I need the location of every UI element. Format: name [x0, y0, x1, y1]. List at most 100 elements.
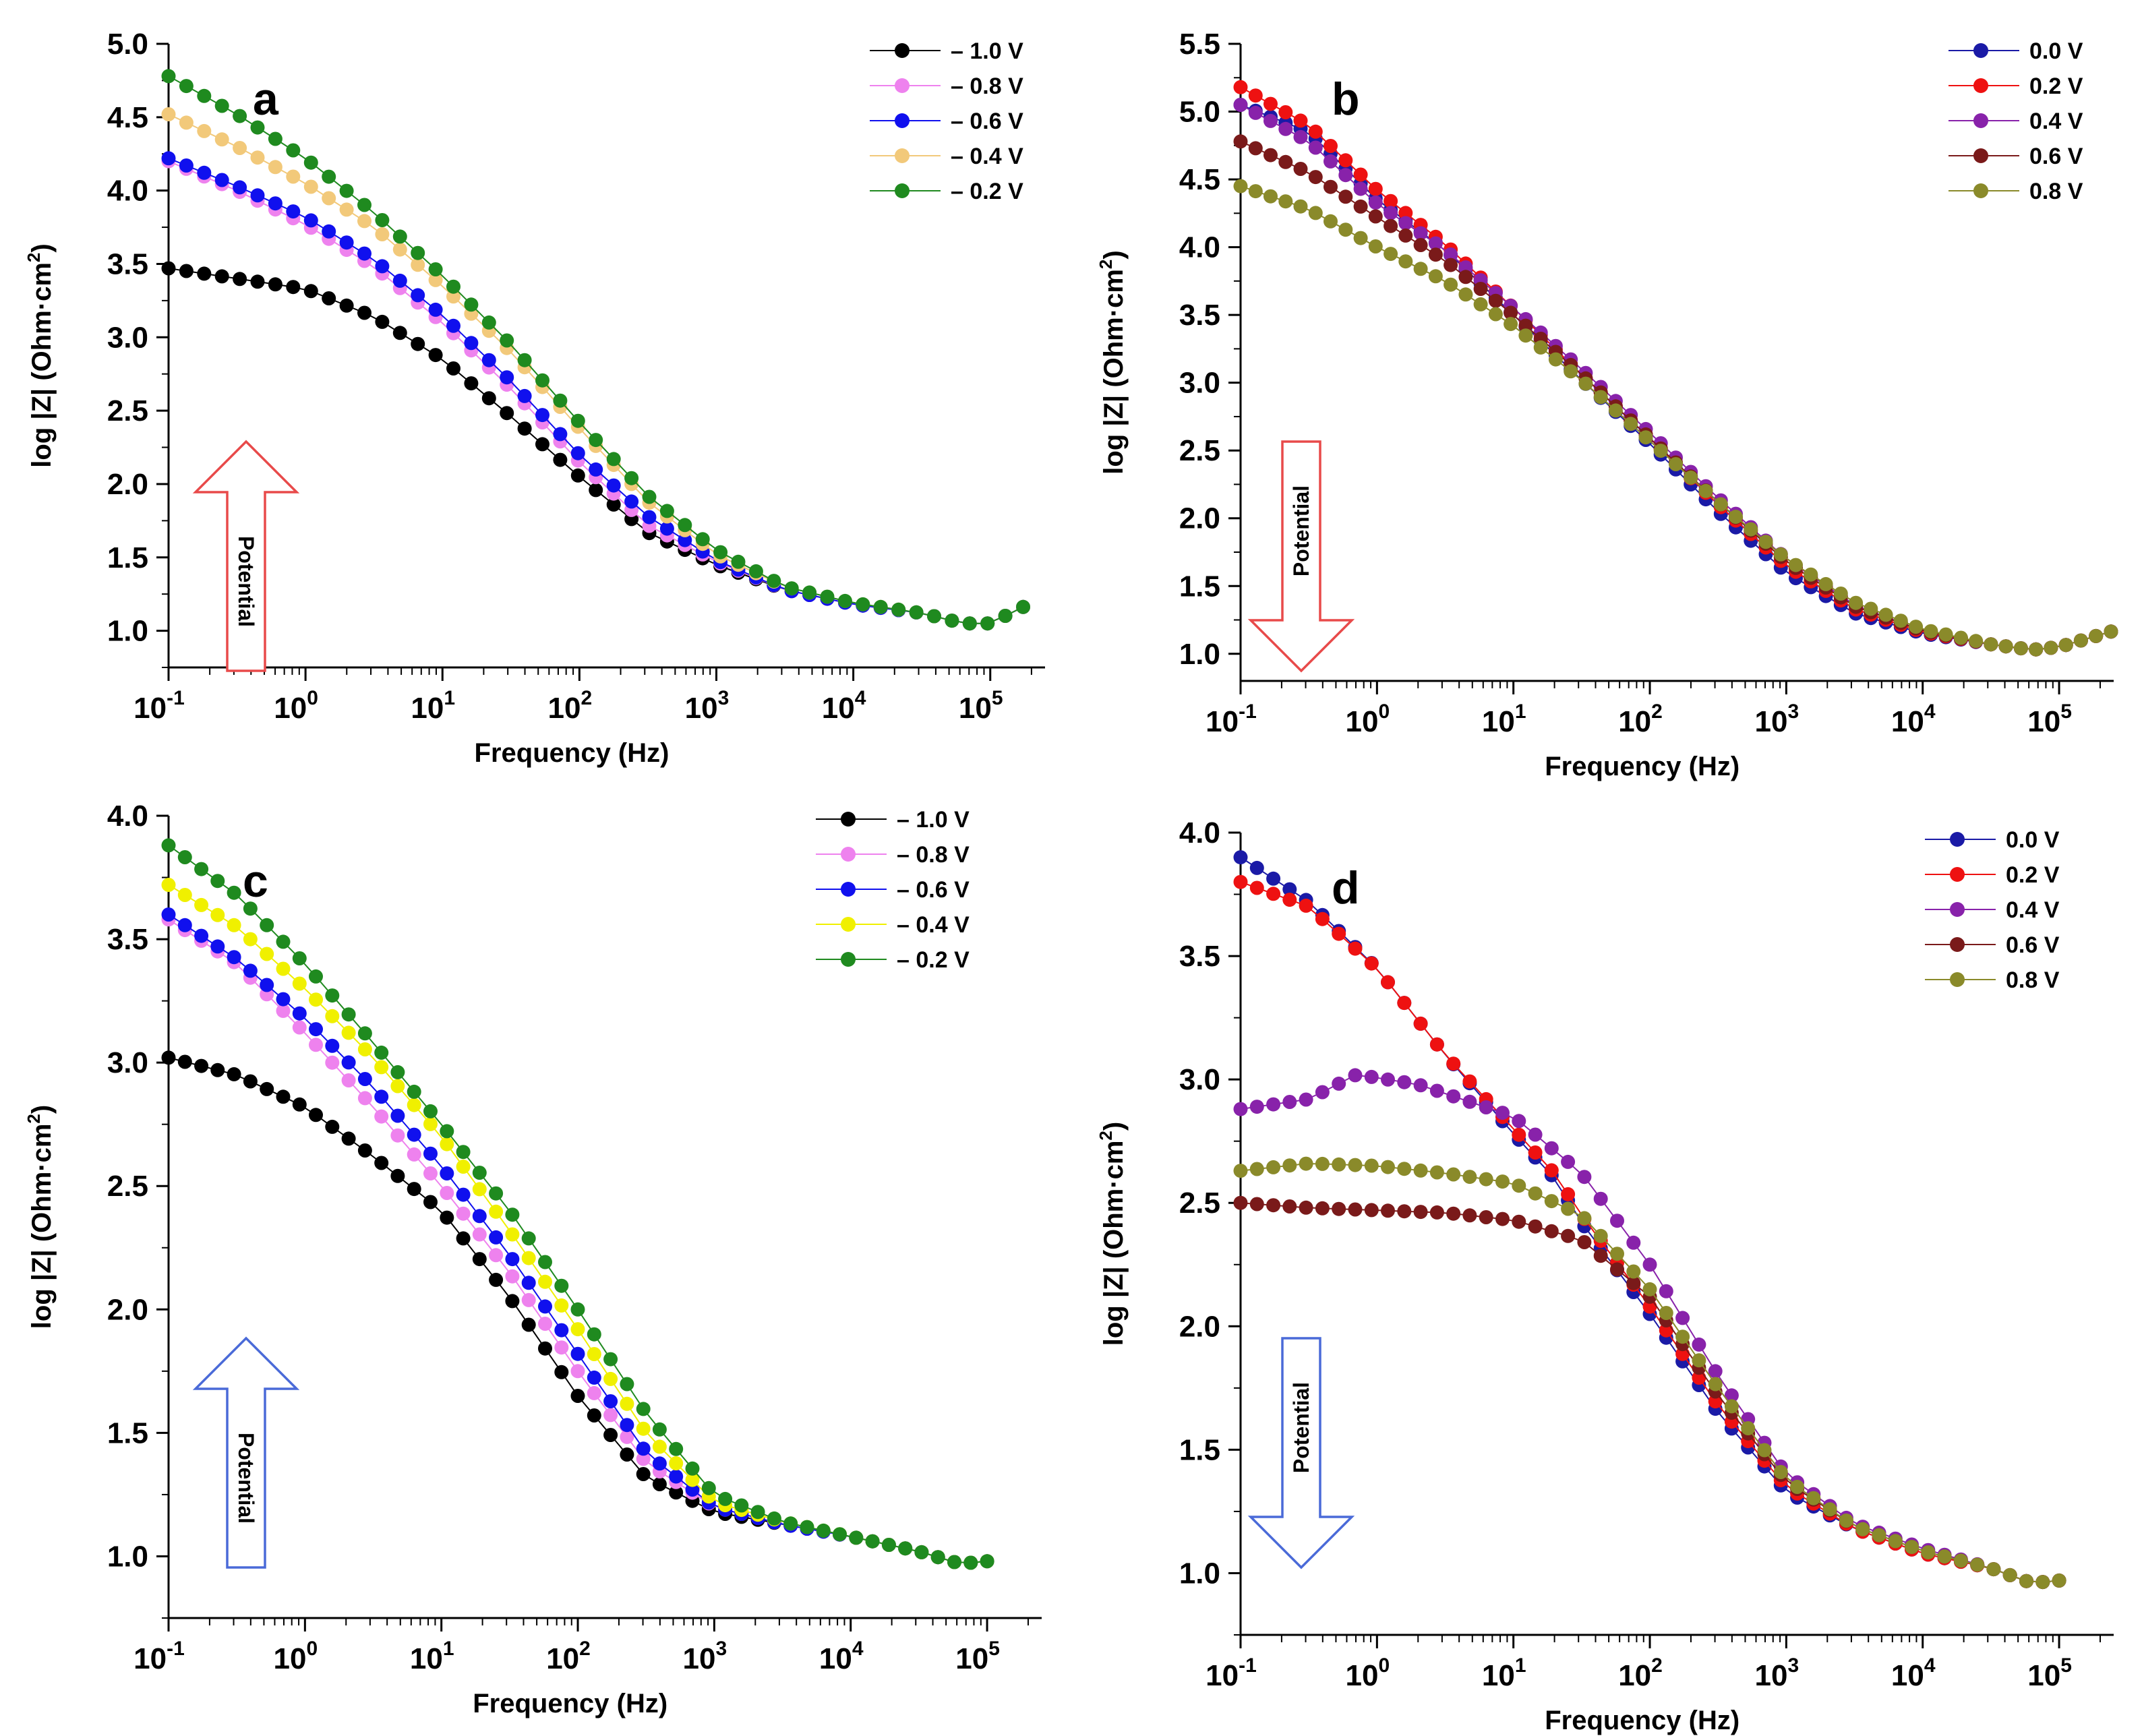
panel-d: 10-1 100 101 102 103 104 1051.01.52.02.53.03.5…	[1096, 816, 2114, 1735]
data-point	[197, 88, 212, 103]
data-point	[1233, 850, 1248, 865]
data-point	[1266, 871, 1281, 886]
data-point	[1872, 1528, 1886, 1543]
data-point	[392, 326, 407, 340]
y-axis-title-end: )	[27, 1105, 57, 1114]
panel-c: 10-1 100 101 102 103 104 1051.01.52.02.53.03.5…	[24, 800, 1042, 1718]
data-point	[891, 602, 906, 617]
data-point	[1642, 1257, 1657, 1272]
data-point	[243, 963, 258, 978]
x-tick-exponent: 4	[1924, 700, 1936, 723]
data-point	[1398, 228, 1413, 243]
data-point	[286, 143, 301, 158]
data-point	[374, 1156, 389, 1170]
data-point	[481, 391, 496, 406]
data-point	[1299, 1156, 1313, 1171]
x-tick-exponent: -1	[167, 687, 185, 709]
x-tick-base: 10	[1206, 705, 1239, 738]
x-ticks: 10-1 100 101 102 103 104 105	[133, 1618, 1029, 1675]
data-point	[1315, 1156, 1330, 1171]
data-point	[1299, 1092, 1313, 1107]
data-point	[517, 421, 532, 436]
data-point	[659, 504, 674, 518]
y-axis-title-sup: 2	[1096, 260, 1116, 269]
data-point	[1428, 247, 1443, 262]
x-tick-base: 10	[1891, 1659, 1924, 1692]
data-point	[521, 1251, 536, 1265]
x-tick-base: 10	[1346, 705, 1379, 738]
panel-letter: d	[1332, 862, 1360, 914]
data-point	[1653, 444, 1668, 458]
y-axis-title-main: log |Z| (Ohm·cm	[27, 1124, 57, 1329]
data-point	[341, 1007, 356, 1022]
y-axis-title-main: log |Z| (Ohm·cm	[1099, 269, 1129, 475]
y-tick-label: 3.0	[107, 1046, 148, 1079]
data-point	[1308, 140, 1323, 155]
x-tick-label: 100	[1346, 1654, 1390, 1692]
data-point	[554, 1340, 569, 1355]
data-point	[1642, 1282, 1657, 1296]
data-point	[1364, 1158, 1379, 1173]
y-axis-title: log |Z| (Ohm·cm2)	[24, 1105, 57, 1329]
data-point	[250, 274, 265, 289]
data-point	[390, 1079, 405, 1094]
data-point	[1577, 1235, 1592, 1249]
data-point	[407, 1098, 421, 1112]
data-point	[1263, 113, 1278, 128]
data-point	[303, 213, 318, 228]
data-point	[472, 1227, 487, 1242]
panel-letter: a	[253, 73, 279, 125]
data-point	[322, 291, 336, 305]
y-tick-label: 1.0	[107, 615, 148, 648]
data-point	[1278, 194, 1293, 209]
data-point	[1446, 1206, 1461, 1221]
y-axis-title-main: log |Z| (Ohm·cm	[27, 262, 57, 468]
data-point	[1444, 258, 1458, 272]
data-point	[411, 245, 425, 260]
data-point	[411, 336, 425, 351]
data-point	[606, 478, 621, 493]
data-point	[292, 1020, 307, 1035]
data-point	[428, 262, 443, 276]
x-tick-exponent: 2	[579, 1638, 591, 1660]
data-point	[179, 79, 194, 94]
data-point	[1924, 624, 1938, 638]
y-tick-label: 2.0	[107, 468, 148, 501]
data-point	[341, 1025, 356, 1040]
data-point	[1368, 195, 1383, 210]
y-ticks: 1.0 1.5 2.0 2.5 3.0 3.5 4.0 4.5 5.0 5.5	[1179, 28, 1241, 671]
data-point	[1528, 1186, 1543, 1201]
data-point	[1315, 911, 1330, 926]
data-point	[1564, 364, 1578, 379]
data-point	[1248, 88, 1263, 103]
data-point	[963, 1555, 978, 1570]
x-tick-base: 10	[959, 692, 992, 725]
data-point	[325, 1055, 340, 1070]
data-point	[177, 850, 192, 864]
data-point	[375, 314, 390, 329]
data-point	[428, 272, 443, 287]
legend-marker	[895, 113, 910, 128]
data-point	[1790, 1480, 1805, 1494]
data-point	[1249, 1100, 1264, 1114]
data-point	[489, 1272, 504, 1287]
data-point	[570, 413, 585, 428]
data-point	[214, 269, 229, 284]
data-point	[1444, 277, 1458, 292]
data-point	[1428, 269, 1443, 284]
data-point	[2089, 628, 2104, 643]
data-point	[570, 1302, 585, 1317]
data-point	[1462, 1170, 1477, 1185]
y-tick-label: 5.5	[1179, 28, 1220, 61]
data-point	[1488, 307, 1503, 322]
x-ticks: 10-1 100 101 102 103 104 105	[1206, 1635, 2101, 1692]
data-point	[1638, 430, 1653, 445]
data-point	[1593, 1191, 1608, 1206]
data-point	[500, 333, 514, 348]
data-point	[767, 574, 781, 589]
data-point	[642, 489, 657, 504]
data-point	[1610, 1262, 1624, 1277]
data-point	[161, 151, 176, 166]
data-point	[276, 992, 291, 1007]
